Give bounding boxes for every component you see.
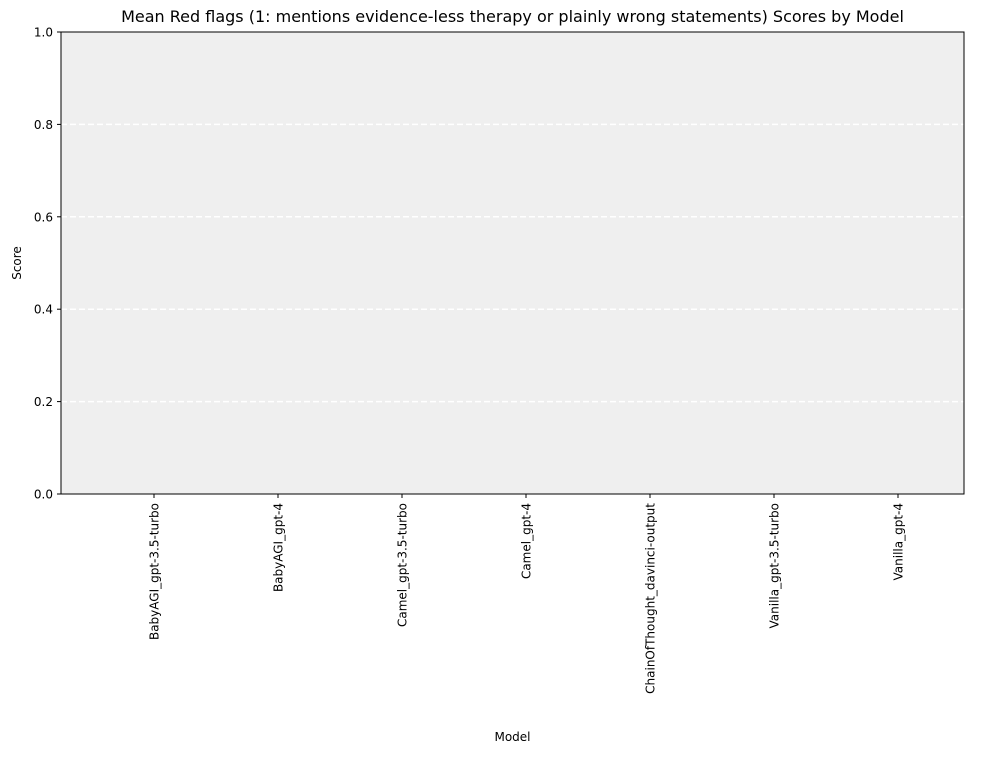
x-axis-label: Model	[494, 730, 530, 744]
plot-area	[61, 32, 964, 494]
axis-frame	[60, 31, 965, 495]
x-tick-label: Camel_gpt-4	[520, 503, 534, 579]
x-tick-label: ChainOfThought_davinci-output	[644, 503, 658, 694]
chart-title: Mean Red flags (1: mentions evidence-les…	[121, 7, 904, 26]
x-tick-label: Vanilla_gpt-3.5-turbo	[768, 503, 782, 628]
y-tick-label: 0.0	[34, 488, 53, 502]
y-ticks: 0.0 0.2 0.4 0.6 0.8 1.0	[34, 26, 61, 502]
x-tick-label: BabyAGI_gpt-3.5-turbo	[148, 503, 162, 640]
y-tick-label: 0.4	[34, 303, 53, 317]
y-axis-label: Score	[10, 246, 24, 280]
y-tick-label: 0.8	[34, 118, 53, 132]
grid-lines	[61, 123, 964, 403]
x-tick-label: BabyAGI_gpt-4	[272, 503, 286, 592]
x-tick-label: Vanilla_gpt-4	[892, 503, 906, 581]
y-tick-label: 1.0	[34, 26, 53, 40]
y-tick-label: 0.2	[34, 395, 53, 409]
axes	[60, 31, 965, 495]
y-tick-label: 0.6	[34, 210, 53, 224]
x-ticks: BabyAGI_gpt-3.5-turbo BabyAGI_gpt-4 Camel_…	[148, 494, 906, 694]
x-tick-label: Camel_gpt-3.5-turbo	[396, 503, 410, 627]
